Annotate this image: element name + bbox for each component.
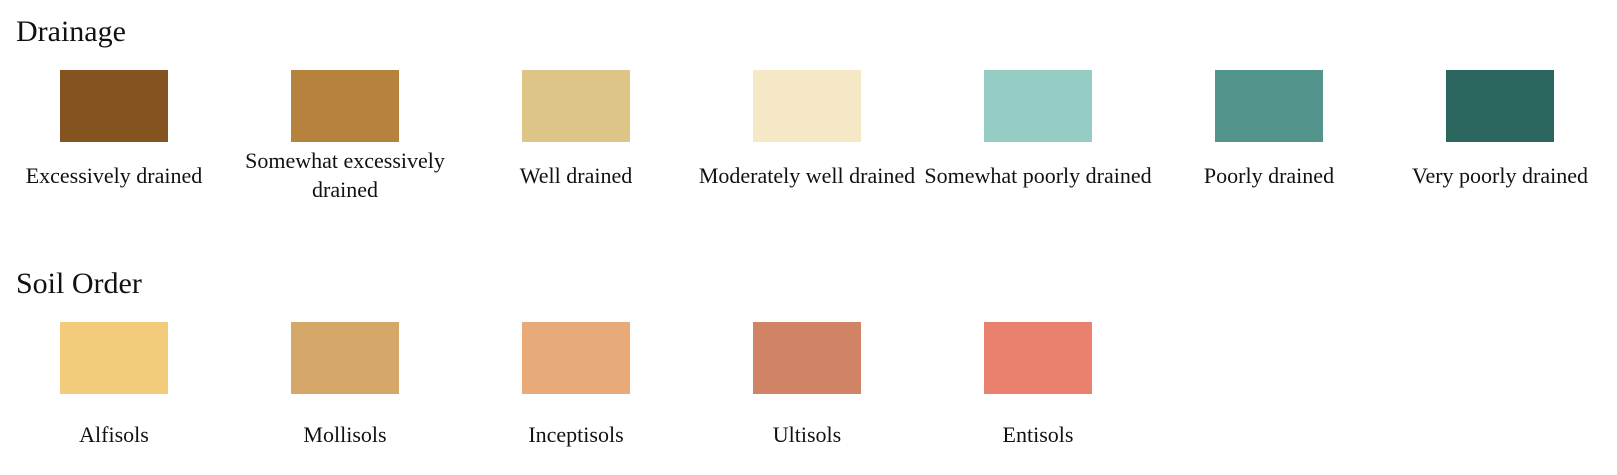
swatch-somewhat-excessively-drained (291, 70, 399, 142)
legend-item-excessively-drained: Excessively drained (0, 70, 229, 220)
legend-item-mollisols: Mollisols (230, 322, 460, 472)
soil-order-title: Soil Order (16, 267, 142, 300)
label-alfisols: Alfisols (79, 422, 149, 447)
label-excessively-drained: Excessively drained (25, 162, 203, 188)
legend-item-somewhat-excessively-drained: Somewhat excessively drained (230, 70, 460, 220)
legend-item-entisols: Entisols (923, 322, 1153, 472)
swatch-poorly-drained (1215, 70, 1323, 142)
swatch-entisols (984, 322, 1092, 394)
legend-item-moderately-well-drained: Moderately well drained (692, 70, 922, 220)
swatch-inceptisols (522, 322, 630, 394)
legend-item-ultisols: Ultisols (692, 322, 922, 472)
legend-item-very-poorly-drained: Very poorly drained (1385, 70, 1615, 220)
label-well-drained: Well drained (519, 162, 633, 188)
swatch-well-drained (522, 70, 630, 142)
legend-item-inceptisols: Inceptisols (461, 322, 691, 472)
drainage-legend-row: Excessively drained Somewhat excessively… (0, 70, 1617, 220)
swatch-mollisols (291, 322, 399, 394)
label-somewhat-poorly-drained: Somewhat poorly drained (924, 162, 1152, 188)
label-mollisols: Mollisols (303, 422, 387, 447)
legend-item-poorly-drained: Poorly drained (1154, 70, 1384, 220)
drainage-legend: Drainage Excessively drained Somewhat ex… (0, 0, 1617, 230)
swatch-somewhat-poorly-drained (984, 70, 1092, 142)
label-inceptisols: Inceptisols (528, 422, 624, 447)
label-poorly-drained: Poorly drained (1203, 162, 1335, 188)
swatch-ultisols (753, 322, 861, 394)
swatch-alfisols (60, 322, 168, 394)
label-somewhat-excessively-drained: Somewhat excessively drained (245, 148, 445, 202)
legend-item-well-drained: Well drained (461, 70, 691, 220)
soil-order-legend: Soil Order Alfisols Mollisols Inceptisol… (0, 252, 1617, 475)
legend-item-somewhat-poorly-drained: Somewhat poorly drained (923, 70, 1153, 220)
label-moderately-well-drained: Moderately well drained (698, 162, 916, 188)
swatch-moderately-well-drained (753, 70, 861, 142)
swatch-very-poorly-drained (1446, 70, 1554, 142)
soil-order-legend-row: Alfisols Mollisols Inceptisols Ultisols … (0, 322, 1617, 472)
drainage-title: Drainage (16, 15, 126, 48)
label-entisols: Entisols (1002, 422, 1074, 447)
legend-item-alfisols: Alfisols (0, 322, 229, 472)
swatch-excessively-drained (60, 70, 168, 142)
label-ultisols: Ultisols (772, 422, 842, 447)
label-very-poorly-drained: Very poorly drained (1412, 162, 1588, 188)
